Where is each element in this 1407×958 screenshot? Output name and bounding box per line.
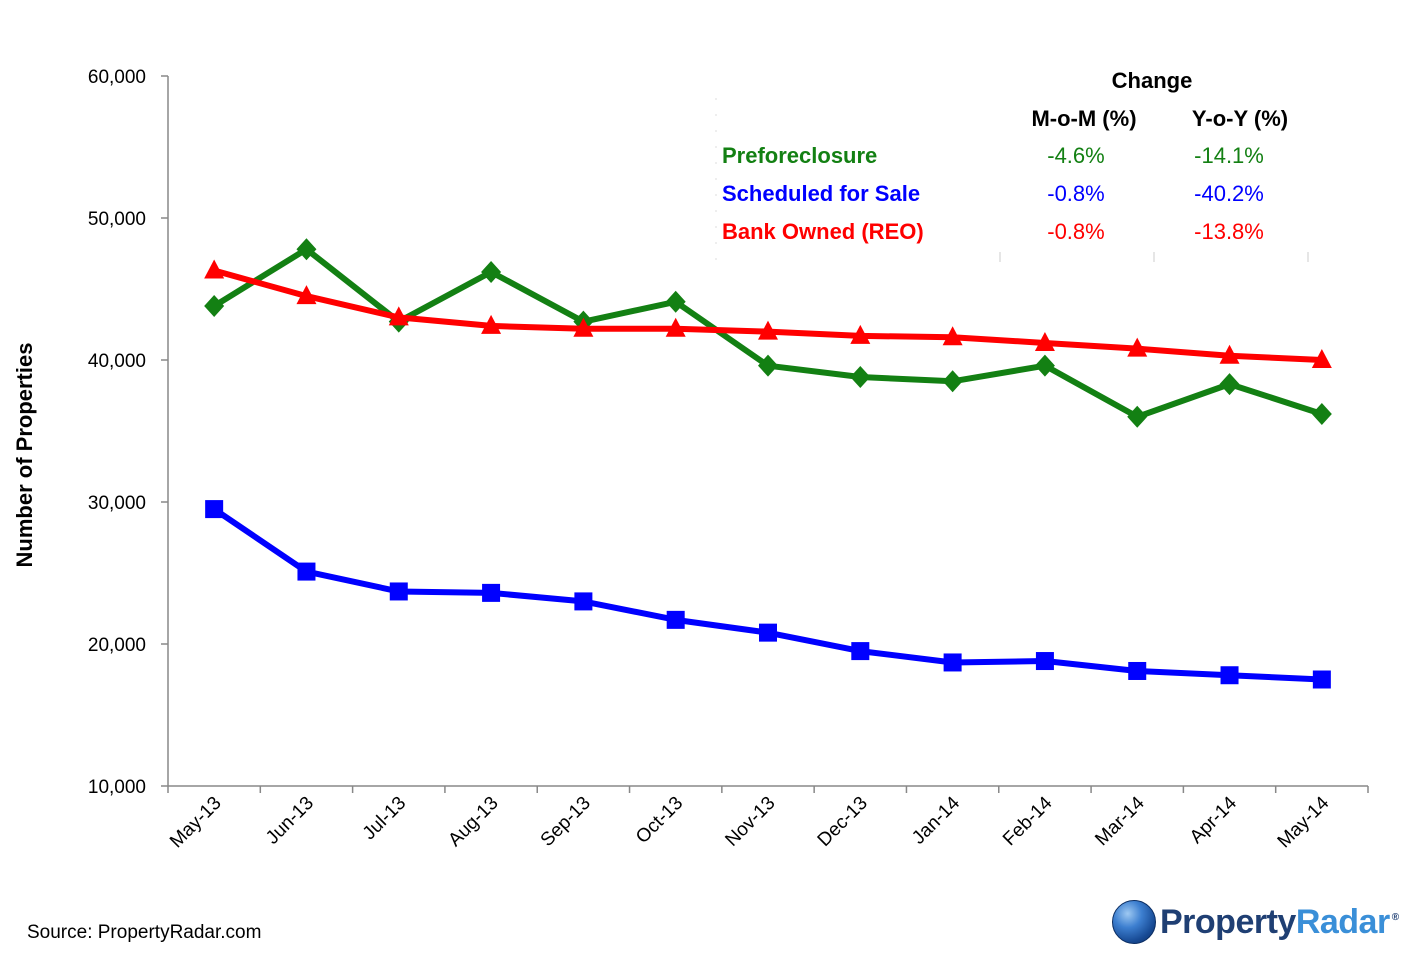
data-point <box>665 290 686 313</box>
data-point <box>1035 652 1054 671</box>
y-tick-label: 40,000 <box>88 351 146 372</box>
change-table-row-label: Preforeclosure <box>722 143 877 168</box>
data-point <box>943 653 962 672</box>
globe-icon <box>1112 900 1156 944</box>
logo-word-radar: Radar <box>1295 902 1390 941</box>
y-tick-label: 30,000 <box>88 493 146 514</box>
data-point <box>1127 337 1148 357</box>
change-table-title: Change <box>1112 68 1193 93</box>
data-point <box>942 326 963 346</box>
series-line <box>211 267 1325 363</box>
data-point <box>1220 666 1239 685</box>
logo-word-property: Property <box>1160 902 1296 941</box>
series-bank-owned-reo <box>204 259 1332 368</box>
y-tick-label: 10,000 <box>88 777 146 798</box>
x-tick-label: Jul-13 <box>359 793 410 844</box>
x-tick-label: Aug-13 <box>444 793 502 851</box>
data-point <box>1127 405 1148 428</box>
change-table-yoy-value: -40.2% <box>1194 181 1264 206</box>
change-table-yoy-value: -13.8% <box>1194 219 1264 244</box>
data-point <box>759 623 777 642</box>
data-point <box>758 320 778 340</box>
logo-wordmark: PropertyRadar ® <box>1160 903 1399 942</box>
x-tick-label: Dec-13 <box>814 793 872 851</box>
data-point <box>482 583 501 602</box>
x-tick-label: Jan-14 <box>908 792 964 848</box>
data-point <box>1128 661 1147 680</box>
data-point <box>573 317 594 337</box>
data-point <box>204 259 225 279</box>
data-point <box>296 238 317 261</box>
y-tick-label: 20,000 <box>88 635 146 656</box>
data-point <box>666 610 685 629</box>
change-table-guides <box>715 98 1309 262</box>
change-table-row-label: Scheduled for Sale <box>722 181 920 206</box>
data-point <box>1219 373 1240 396</box>
data-point <box>1311 349 1332 368</box>
y-tick-label: 50,000 <box>88 209 146 230</box>
data-point <box>297 562 316 581</box>
data-point <box>942 370 963 393</box>
x-tick-label: May-14 <box>1274 792 1334 852</box>
change-table: Change M-o-M (%) Y-o-Y (%) Preforeclosure -4… <box>722 68 1288 244</box>
change-table-mom-value: -4.6% <box>1047 143 1104 168</box>
data-point <box>850 366 871 389</box>
x-tick-label: May-13 <box>166 793 226 853</box>
x-tick-label: Nov-13 <box>721 793 779 851</box>
series-line <box>211 506 1325 683</box>
x-tick-label: Feb-14 <box>999 792 1057 850</box>
data-point <box>389 582 408 601</box>
data-point <box>851 642 870 661</box>
x-tick-label: Oct-13 <box>632 793 687 848</box>
data-point <box>1034 331 1055 351</box>
data-point <box>1311 402 1332 425</box>
x-tick-label: Sep-13 <box>537 793 595 851</box>
data-point <box>388 306 409 326</box>
change-table-header-mom: M-o-M (%) <box>1031 106 1136 131</box>
change-table-mom-value: -0.8% <box>1047 181 1104 206</box>
change-table-row-label: Bank Owned (REO) <box>722 219 924 244</box>
data-point <box>758 354 778 377</box>
data-point <box>665 317 686 337</box>
data-point <box>1219 344 1240 364</box>
data-point <box>296 285 317 305</box>
change-table-yoy-value: -14.1% <box>1194 143 1264 168</box>
source-note: Source: PropertyRadar.com <box>27 922 262 943</box>
data-point <box>204 295 225 318</box>
data-point <box>481 260 502 283</box>
x-tick-label: Apr-14 <box>1186 792 1241 847</box>
change-table-mom-value: -0.8% <box>1047 219 1104 244</box>
x-tick-label: Mar-14 <box>1091 792 1149 850</box>
x-tick-label: Jun-13 <box>262 793 318 849</box>
data-point <box>1312 670 1331 689</box>
series-layer <box>204 238 1332 689</box>
data-point <box>481 314 502 334</box>
data-point <box>574 592 593 611</box>
logo-registered-mark: ® <box>1391 912 1399 924</box>
y-axis-label: Number of Properties <box>12 343 37 568</box>
data-point <box>205 500 224 519</box>
y-tick-label: 60,000 <box>88 67 146 88</box>
propertyradar-logo: PropertyRadar ® <box>1112 898 1399 946</box>
change-table-header-yoy: Y-o-Y (%) <box>1192 106 1288 131</box>
data-point <box>1034 354 1055 377</box>
series-scheduled-for-sale <box>205 500 1331 689</box>
data-point <box>850 324 871 344</box>
